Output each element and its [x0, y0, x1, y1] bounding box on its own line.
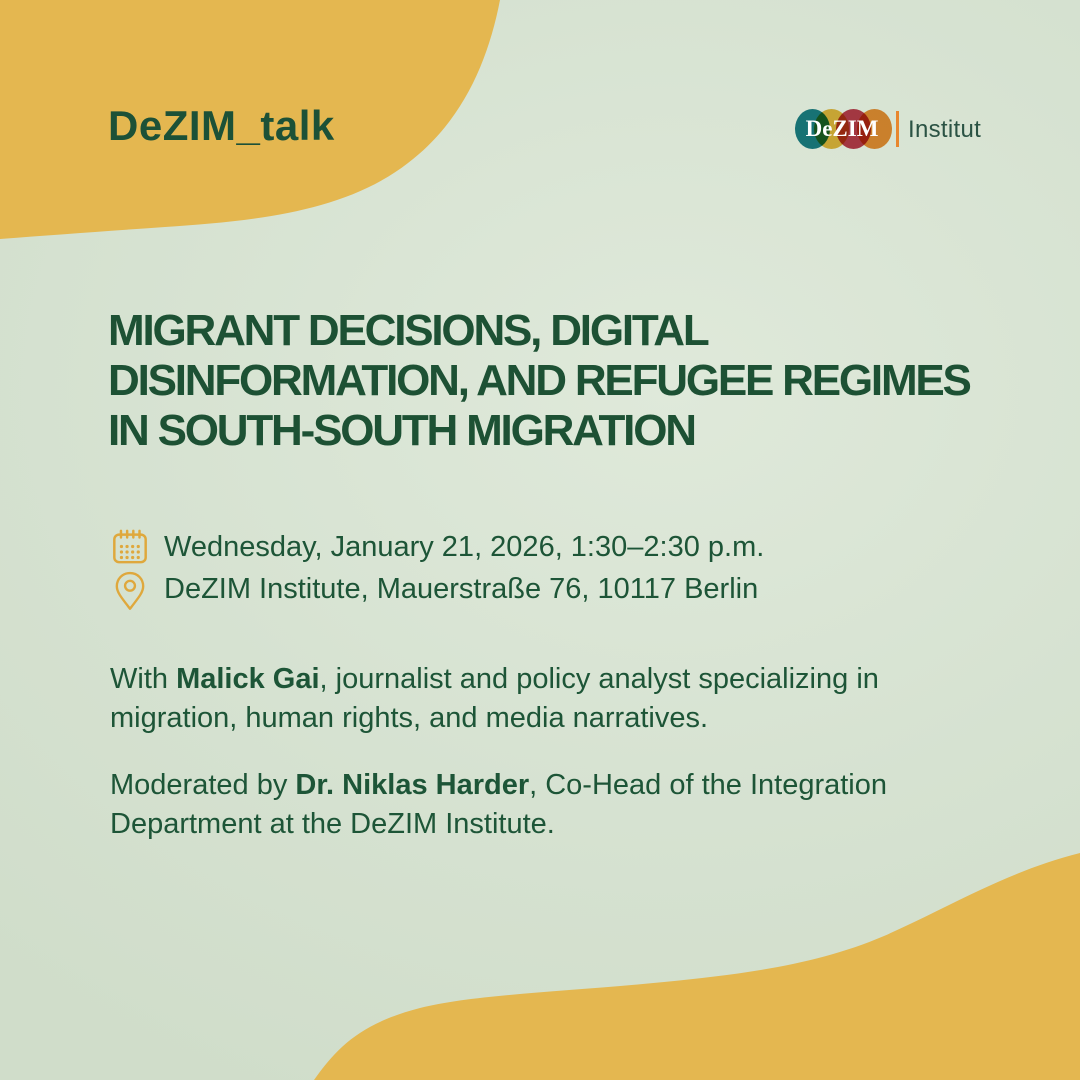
speaker-paragraph: With Malick Gai, journalist and policy a…: [110, 660, 1000, 738]
logo-institute-label: Institut: [908, 116, 982, 143]
moderator-name: Dr. Niklas Harder: [295, 769, 530, 801]
speaker-name: Malick Gai: [176, 663, 320, 695]
moderator-paragraph: Moderated by Dr. Niklas Harder, Co-Head …: [110, 766, 1000, 844]
logo-divider: [896, 111, 899, 147]
location-row: DeZIM Institute, Mauerstraße 76, 10117 B…: [110, 570, 758, 616]
event-title: MIGRANT DECISIONS, DIGITAL DISINFORMATIO…: [108, 306, 972, 455]
event-datetime: Wednesday, January 21, 2026, 1:30–2:30 p…: [164, 531, 765, 563]
event-location: DeZIM Institute, Mauerstraße 76, 10117 B…: [164, 573, 759, 605]
series-title: DeZIM_talk: [108, 102, 335, 149]
bottom-right-wave-shape: [314, 853, 1080, 1080]
top-left-wave-shape: [0, 0, 500, 239]
logo-wordmark: DeZIM: [805, 116, 879, 141]
logo-circle-orange-icon: [857, 109, 892, 149]
speaker-intro-prefix: With: [110, 663, 177, 695]
location-pin-icon: [110, 570, 150, 616]
moderator-description: , Co-Head of the Integration Department …: [110, 769, 888, 840]
speaker-description: , journalist and policy analyst speciali…: [110, 663, 879, 734]
calendar-icon: [110, 528, 150, 566]
dezim-logo: DeZIM Institut: [795, 108, 995, 154]
datetime-row: Wednesday, January 21, 2026, 1:30–2:30 p…: [110, 528, 764, 566]
moderator-intro-prefix: Moderated by: [110, 769, 296, 801]
